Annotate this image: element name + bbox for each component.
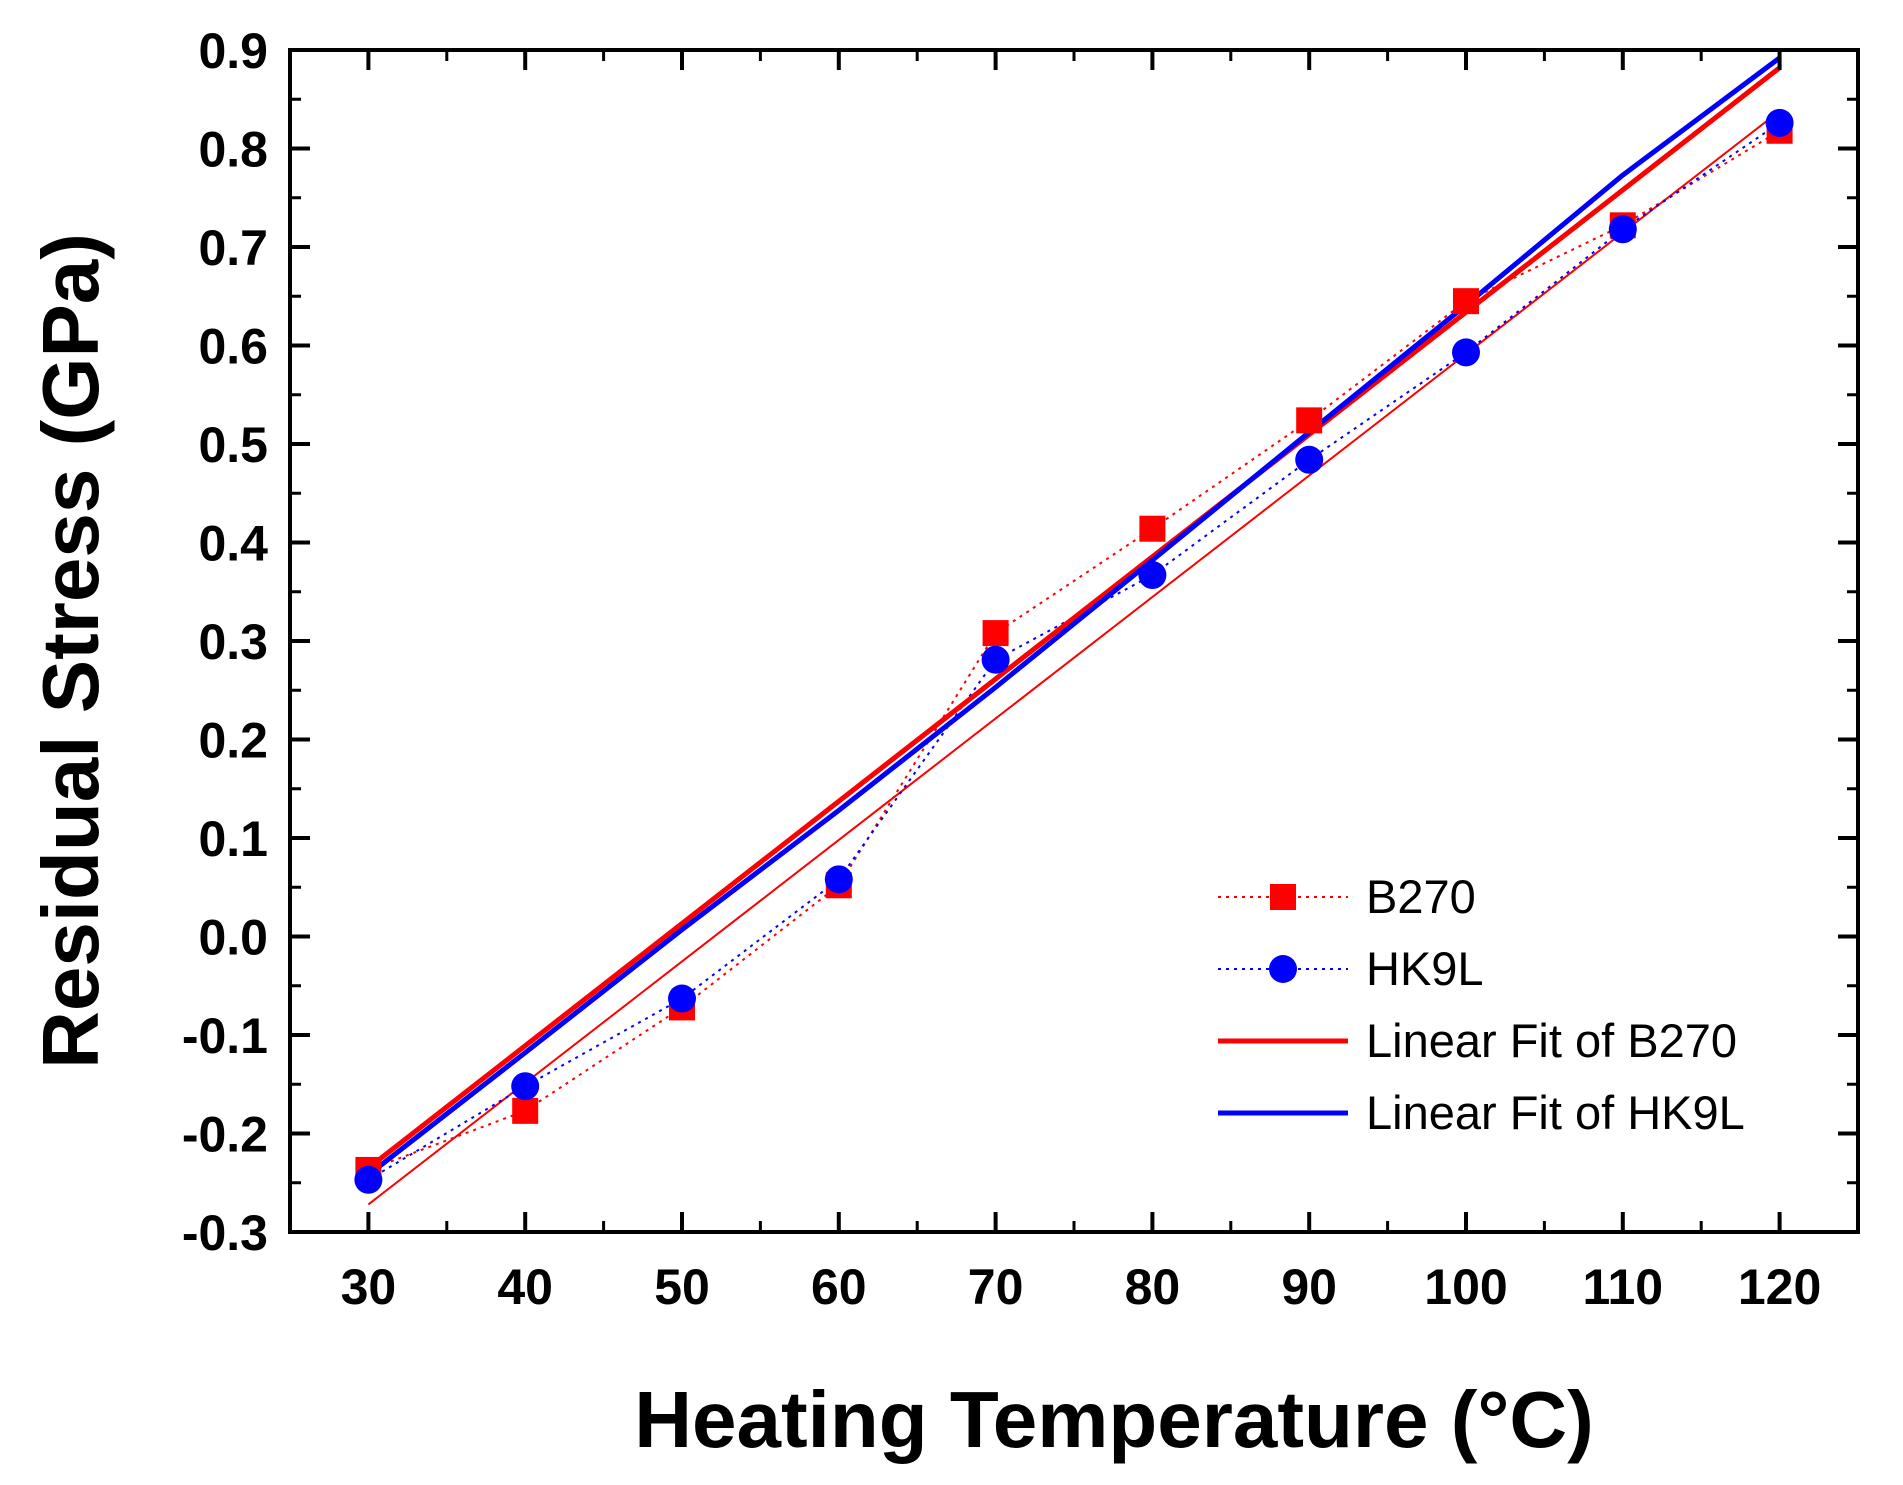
legend-b270-label: B270 (1366, 870, 1476, 923)
legend-b270-marker (1270, 884, 1296, 910)
x-axis-title: Heating Temperature (°C) (634, 1375, 1594, 1464)
b270-point (1296, 407, 1323, 434)
x-tick-label: 90 (1281, 1259, 1337, 1315)
hk9l-point (511, 1072, 540, 1101)
y-tick-label: 0.4 (198, 516, 268, 572)
b270-point (1139, 515, 1166, 542)
x-tick-label: 40 (497, 1259, 553, 1315)
hk9l-point (1452, 338, 1480, 367)
b270-point (1453, 288, 1479, 315)
y-tick-label: 0.9 (198, 23, 268, 79)
y-tick-label: 0.3 (198, 614, 268, 670)
x-tick-label: 80 (1125, 1259, 1181, 1315)
x-tick-label: 120 (1738, 1259, 1821, 1315)
x-tick-label: 110 (1582, 1259, 1663, 1315)
legend-linear-fit-of-hk9l-label: Linear Fit of HK9L (1366, 1086, 1745, 1139)
hk9l-point (1765, 108, 1794, 137)
x-axis-ticks: 30 40 50 60 70 80 90 100 110 120 (341, 50, 1821, 1315)
y-tick-label: 0.6 (198, 319, 268, 375)
y-tick-label: 0.0 (198, 910, 268, 966)
b270-point (512, 1097, 539, 1124)
y-tick-label: -0.3 (182, 1205, 268, 1261)
plot-markers (354, 108, 1794, 1194)
hk9l-point (981, 645, 1010, 674)
legend-hk9l-marker (1269, 955, 1297, 983)
legend-linear-fit-of-b270-label: Linear Fit of B270 (1366, 1014, 1737, 1067)
hk9l-point (668, 984, 696, 1013)
hk9l-line (367, 122, 1781, 1181)
y-tick-label: -0.2 (182, 1107, 268, 1163)
legend-hk9l-label: HK9L (1366, 942, 1484, 995)
plot-lines (366, 55, 1782, 1206)
y-axis-ticks: -0.3 -0.2 -0.1 0.0 0.1 0.2 0.3 0.4 0.5 0.6 0.7 0.8 0… (182, 23, 1858, 1261)
x-tick-label: 60 (811, 1259, 867, 1315)
legend: B270 HK9L Linear Fit of B270 Linear Fit of … (1218, 870, 1745, 1139)
hk9l-point (1608, 215, 1637, 244)
y-tick-label: 0.7 (198, 220, 268, 276)
hk9l-point (1295, 445, 1324, 474)
b270-line (368, 129, 1781, 1171)
y-tick-label: -0.1 (182, 1008, 268, 1064)
y-axis-title: Residual Stress (GPa) (26, 233, 115, 1069)
y-tick-label: 0.1 (198, 811, 268, 867)
linear-fit-of-hk9l-line (366, 55, 1782, 1177)
x-tick-label: 30 (341, 1259, 397, 1315)
hk9l-point (354, 1165, 383, 1194)
hk9l-point (824, 865, 853, 894)
b270-point (982, 620, 1009, 647)
y-tick-label: 0.8 (198, 122, 268, 178)
hk9l-point (1138, 561, 1167, 590)
x-tick-label: 70 (968, 1259, 1024, 1315)
x-tick-label: 100 (1424, 1259, 1507, 1315)
linear-fit-of-b270-line (366, 65, 1782, 1170)
x-tick-label: 50 (654, 1259, 710, 1315)
y-tick-label: 0.5 (198, 417, 268, 473)
y-tick-label: 0.2 (198, 713, 268, 769)
secondary-fit-line (367, 110, 1781, 1206)
